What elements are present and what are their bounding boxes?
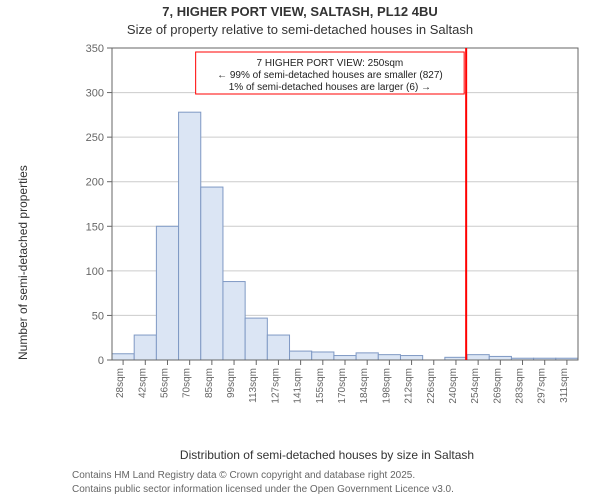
x-tick-label: 269sqm [492,368,503,404]
annotation-text: 1% of semi-detached houses are larger (6… [229,82,431,93]
y-tick-label: 100 [86,266,104,278]
histogram-bar [400,356,422,360]
annotation-text: ← 99% of semi-detached houses are smalle… [217,70,443,81]
x-tick-label: 42sqm [137,368,148,398]
histogram-bar [334,356,356,360]
x-tick-label: 170sqm [337,368,348,404]
x-tick-label: 240sqm [448,368,459,404]
histogram-bar [489,356,511,360]
histogram-plot: 0 50 100 150 200 250 300 350 28sqm 42sqm 56sqm 70sq… [72,44,582,404]
histogram-bar [201,187,223,360]
x-tick-label: 127sqm [270,368,281,404]
histogram-bar [356,353,378,360]
histogram-bar [290,351,312,360]
histogram-bar [156,226,178,360]
chart-title-2: Size of property relative to semi-detach… [0,22,600,37]
x-tick-label: 283sqm [515,368,526,404]
y-tick-label: 350 [86,44,104,55]
x-tick-label: 56sqm [159,368,170,398]
histogram-bar [378,355,400,360]
y-tick-label: 50 [92,310,104,322]
y-axis-label: Number of semi-detached properties [16,165,30,360]
y-tick-label: 300 [86,88,104,100]
footer-line-1: Contains HM Land Registry data © Crown c… [72,470,415,481]
x-axis-label: Distribution of semi-detached houses by … [72,448,582,462]
histogram-bar [223,282,245,360]
histogram-bar [245,318,267,360]
x-tick-label: 311sqm [559,368,570,403]
x-tick-label: 184sqm [359,368,370,404]
x-tick-label: 155sqm [315,368,326,404]
x-tick-label: 70sqm [182,368,193,398]
y-tick-label: 150 [86,221,104,233]
histogram-bar [134,335,156,360]
histogram-bar [312,352,334,360]
x-tick-label: 28sqm [115,368,126,398]
x-tick-label: 141sqm [293,368,304,404]
footer-line-2: Contains public sector information licen… [72,484,454,495]
x-tick-label: 254sqm [470,368,481,404]
x-tick-label: 297sqm [537,368,548,404]
histogram-bar [179,112,201,360]
y-tick-label: 0 [98,355,104,367]
x-tick-label: 113sqm [248,368,259,403]
x-tick-label: 85sqm [204,368,215,398]
x-tick-label: 226sqm [426,368,437,404]
chart-title-1: 7, HIGHER PORT VIEW, SALTASH, PL12 4BU [0,4,600,19]
x-tick-label: 212sqm [404,368,415,404]
annotation-text: 7 HIGHER PORT VIEW: 250sqm [257,58,404,69]
y-tick-label: 250 [86,132,104,144]
x-tick-label: 198sqm [381,368,392,404]
histogram-bar [112,354,134,360]
histogram-bar [467,355,489,360]
y-tick-label: 200 [86,177,104,189]
histogram-bar [267,335,289,360]
x-tick-label: 99sqm [226,368,237,398]
